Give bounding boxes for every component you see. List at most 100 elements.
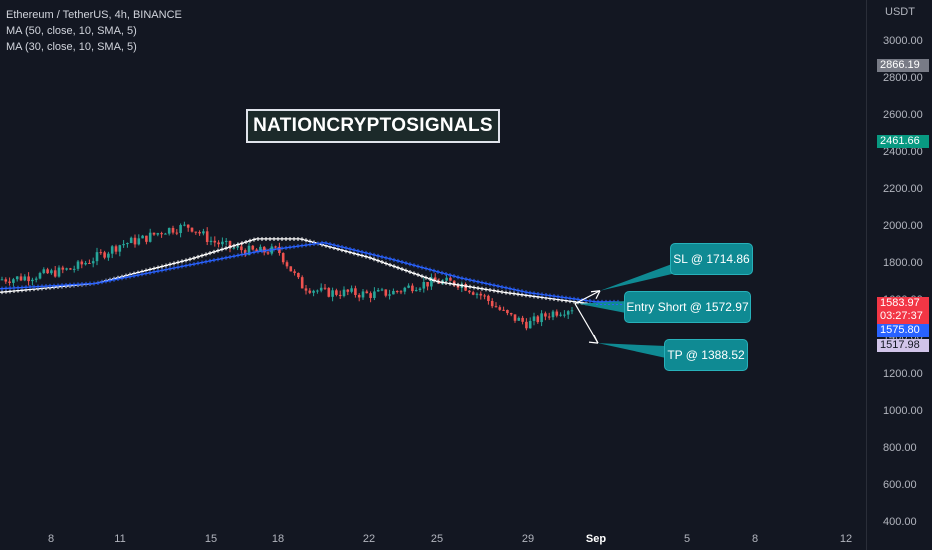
ma50-marker (520, 292, 524, 297)
ma30-marker (384, 255, 388, 260)
ma30-marker (584, 298, 588, 303)
ma30-marker (316, 241, 320, 246)
candle-body (145, 235, 148, 242)
price-tick: 1200.00 (883, 368, 923, 380)
candle-body (34, 278, 38, 280)
ma30-marker (136, 273, 140, 278)
ma50-marker (440, 280, 444, 285)
ma50-marker (368, 255, 372, 260)
price-axis-divider (866, 0, 867, 550)
candle-body (8, 281, 11, 283)
ma30-marker (20, 285, 24, 290)
candle-body (392, 290, 395, 295)
candle-body (547, 316, 551, 318)
ma30-marker (24, 285, 28, 290)
ma30-marker (300, 243, 304, 248)
ma50-marker (200, 253, 204, 258)
ma30-marker (504, 285, 508, 290)
ma50-marker (448, 281, 452, 286)
ma30-marker (428, 267, 432, 272)
candle-body (395, 290, 399, 292)
time-tick: 8 (47, 533, 55, 545)
ma30-indicator-label[interactable]: MA (30, close, 10, SMA, 5) (6, 41, 137, 53)
take-profit-callout[interactable]: TP @ 1388.52 (664, 339, 748, 371)
price-tick: 2400.00 (883, 146, 923, 158)
ma30-marker (140, 272, 144, 277)
candle-body (376, 290, 380, 292)
candle-body (27, 276, 30, 282)
ma30-marker (516, 288, 520, 293)
candle-body (152, 232, 156, 235)
ma50-marker (176, 260, 180, 265)
ma50-marker (404, 268, 408, 273)
ma30-marker (180, 264, 184, 269)
candle-body (221, 241, 224, 245)
candle-body (12, 279, 15, 283)
candle-body (262, 246, 266, 253)
candle-body (240, 246, 243, 251)
ma50-marker (204, 252, 208, 257)
candle-body (175, 232, 179, 234)
ma30-marker (540, 292, 544, 297)
ma30-marker (168, 266, 172, 271)
ma30-marker (544, 293, 548, 298)
ma30-marker (252, 250, 256, 255)
ma50-marker (436, 279, 440, 284)
candle-body (566, 311, 570, 315)
ma50-marker (488, 288, 492, 293)
ma30-marker (568, 296, 572, 301)
last-price-label: 1583.97 03:27:37 (877, 297, 929, 324)
symbol-title[interactable]: Ethereum / TetherUS, 4h, BINANCE (6, 9, 182, 21)
candle-body (357, 294, 361, 298)
ma50-marker (216, 248, 220, 253)
candle-body (285, 262, 289, 267)
ma50-marker (496, 289, 500, 294)
ma30-marker (560, 295, 564, 300)
candle-body (259, 246, 262, 252)
ma30-marker (0, 286, 4, 291)
ma30-marker (256, 249, 260, 254)
ma30-marker (52, 283, 56, 288)
candle-body (129, 237, 133, 244)
ma50-marker (352, 251, 356, 256)
ma30-marker (216, 257, 220, 262)
candle-body (91, 261, 95, 264)
stop-loss-callout[interactable]: SL @ 1714.86 (670, 243, 753, 275)
ma50-marker (0, 290, 4, 295)
ma30-marker (116, 277, 120, 282)
candle-body (509, 313, 513, 315)
entry-short-callout[interactable]: Entry Short @ 1572.97 (624, 291, 751, 323)
ma50-marker (372, 257, 376, 262)
candle-body (110, 246, 114, 254)
candle-body (312, 290, 315, 293)
candle-body (19, 276, 23, 281)
ma30-marker (420, 265, 424, 270)
candle-body (72, 268, 76, 270)
ma30-marker (372, 252, 376, 257)
price-tick: 2600.00 (883, 109, 923, 121)
ma30-marker (576, 297, 580, 302)
ma30-marker (312, 242, 316, 247)
candle-body (335, 290, 338, 295)
candle-body (551, 311, 555, 318)
ma30-marker (308, 242, 312, 247)
ma30-marker (96, 280, 100, 285)
candle-body (236, 246, 239, 248)
ma30-marker (76, 282, 80, 287)
candle-body (528, 320, 532, 329)
ma30-marker (112, 277, 116, 282)
ma30-marker (152, 269, 156, 274)
candle-body (156, 233, 160, 235)
ma30-marker (288, 245, 292, 250)
ma50-marker (380, 260, 384, 265)
price-axis[interactable]: USDT 3000.00 2800.00 2600.00 2400.00 2200.00… (867, 0, 932, 550)
ma50-marker (500, 289, 504, 294)
time-axis[interactable]: 8 11 15 18 22 25 29 Sep 5 8 12 (0, 530, 866, 550)
price-label-mid: 2461.66 (877, 135, 929, 148)
currency-label[interactable]: USDT (885, 6, 915, 18)
ma50-indicator-label[interactable]: MA (50, close, 10, SMA, 5) (6, 25, 137, 37)
ma30-marker (72, 282, 76, 287)
ma30-marker (220, 256, 224, 261)
price-tick: 1800.00 (883, 257, 923, 269)
